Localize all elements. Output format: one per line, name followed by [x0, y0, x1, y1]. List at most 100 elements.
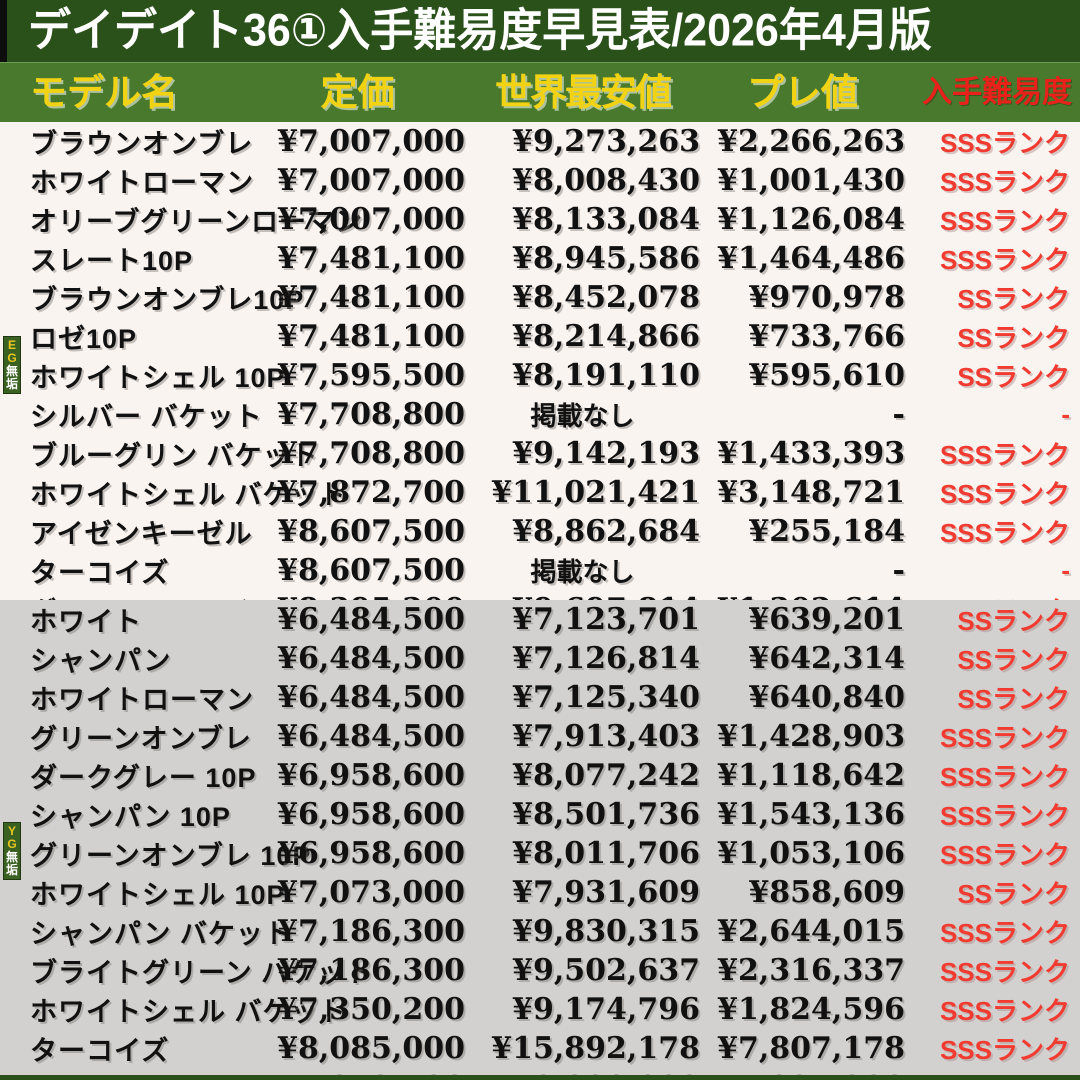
premium-cell: ¥3,148,721: [717, 475, 905, 510]
list-price-cell: ¥7,007,000: [277, 124, 465, 159]
table-row: ブルーグリン バケット ¥7,708,800 ¥9,142,193 ¥1,433…: [0, 434, 1080, 473]
difficulty-cell: SSランク: [957, 284, 1070, 314]
table-row: ターコイズ ¥8,085,000 ¥15,892,178 ¥7,807,178 …: [0, 1029, 1080, 1068]
difficulty-cell: SSSランク: [939, 479, 1070, 509]
difficulty-cell: SSSランク: [939, 206, 1070, 236]
difficulty-cell: SSランク: [957, 362, 1070, 392]
difficulty-cell: SSSランク: [939, 801, 1070, 831]
premium-cell: ¥642,314: [748, 641, 905, 676]
group-tag-letter: G: [7, 837, 17, 851]
premium-cell: ¥595,610: [748, 358, 905, 393]
group-tag-letter: 無: [5, 364, 18, 378]
premium-cell: ¥1,464,486: [717, 241, 905, 276]
page-title: デイデイト36①入手難易度早見表/2026年4月版: [28, 5, 932, 57]
difficulty-cell: -: [1061, 399, 1070, 429]
list-price-cell: ¥8,607,500: [277, 553, 465, 588]
list-price-cell: ¥7,481,100: [277, 280, 465, 315]
table-row: シャンパン 10P ¥6,958,600 ¥8,501,736 ¥1,543,1…: [0, 795, 1080, 834]
list-price-cell: ¥7,481,100: [277, 241, 465, 276]
table-row: ターコイズ ¥8,607,500 掲載なし - -: [0, 551, 1080, 590]
difficulty-cell: SSSランク: [939, 128, 1070, 158]
world-lowest-cell: ¥8,945,586: [512, 241, 700, 276]
difficulty-cell: SSランク: [957, 323, 1070, 353]
model-name-cell: ホワイトシェル 10P: [30, 880, 286, 910]
premium-cell: ¥858,609: [748, 875, 905, 910]
table-row: シルバー バケット ¥7,708,800 掲載なし - -: [0, 395, 1080, 434]
model-name-cell: ターコイズ: [30, 1036, 170, 1066]
table-row: ブラウンオンブレ ¥7,007,000 ¥9,273,263 ¥2,266,26…: [0, 122, 1080, 161]
model-name-cell: ターコイズ: [30, 558, 170, 588]
list-price-cell: ¥7,007,000: [277, 202, 465, 237]
premium-cell: ¥1,824,596: [717, 992, 905, 1027]
premium-cell: ¥2,316,337: [717, 953, 905, 988]
column-header-difficulty: 入手難易度: [922, 76, 1072, 109]
group-tag-letter: 垢: [5, 377, 18, 391]
title-left-notch: [0, 0, 7, 62]
world-lowest-cell: ¥9,502,637: [512, 953, 700, 988]
group-tag-letter: 垢: [5, 863, 18, 877]
premium-cell: ¥1,001,430: [717, 163, 905, 198]
difficulty-cell: SSSランク: [939, 245, 1070, 275]
list-price-cell: ¥6,958,600: [277, 758, 465, 793]
column-header-list-price: 定価: [320, 72, 395, 113]
premium-cell: ¥2,644,015: [717, 914, 905, 949]
table-row: ロゼ10P ¥7,481,100 ¥8,214,866 ¥733,766 SSラ…: [0, 317, 1080, 356]
premium-cell: ¥1,543,136: [717, 797, 905, 832]
world-lowest-cell: ¥7,126,814: [512, 641, 700, 676]
model-name-cell: ブラウンオンブレ: [30, 129, 254, 159]
premium-cell: ¥1,433,393: [717, 436, 905, 471]
list-price-cell: ¥6,484,500: [277, 641, 465, 676]
model-name-cell: オリーブグリーンローマン: [30, 207, 364, 237]
difficulty-cell: SSランク: [957, 606, 1070, 636]
group-tag-letter: G: [7, 351, 17, 365]
table-row: シャンパン バケット ¥7,186,300 ¥9,830,315 ¥2,644,…: [0, 912, 1080, 951]
difficulty-cell: -: [1061, 555, 1070, 585]
table-row: ホワイトシェル 10P ¥7,073,000 ¥7,931,609 ¥858,6…: [0, 873, 1080, 912]
table-row: シャンパン ¥6,484,500 ¥7,126,814 ¥642,314 SSラ…: [0, 639, 1080, 678]
table-row: ホワイトシェル バケット ¥7,872,700 ¥11,021,421 ¥3,1…: [0, 473, 1080, 512]
list-price-cell: ¥6,484,500: [277, 602, 465, 637]
premium-cell: ¥7,807,178: [717, 1031, 905, 1066]
list-price-cell: ¥7,073,000: [277, 875, 465, 910]
world-lowest-cell: ¥9,273,263: [512, 124, 700, 159]
table-row: ホワイトローマン ¥6,484,500 ¥7,125,340 ¥640,840 …: [0, 678, 1080, 717]
world-lowest-cell: ¥8,011,706: [512, 836, 700, 871]
column-header-premium: プレ値: [747, 72, 858, 113]
group-tag-letter: 無: [5, 850, 18, 864]
world-lowest-cell: ¥8,501,736: [512, 797, 700, 832]
model-name-cell: ホワイトシェル 10P: [30, 363, 286, 393]
model-name-cell: アイゼンキーゼル: [30, 519, 253, 549]
model-name-cell: グリーンオンブレ 10P: [30, 841, 312, 871]
list-price-cell: ¥6,958,600: [277, 836, 465, 871]
world-lowest-cell: ¥9,830,315: [512, 914, 700, 949]
list-price-cell: ¥7,595,500: [277, 358, 465, 393]
list-price-cell: ¥7,186,300: [277, 953, 465, 988]
column-header-world-lowest: 世界最安値: [495, 72, 672, 113]
table-row: ホワイトシェル バケット ¥7,350,200 ¥9,174,796 ¥1,82…: [0, 990, 1080, 1029]
premium-cell: ¥1,118,642: [717, 758, 905, 793]
table-row: ホワイト ¥6,484,500 ¥7,123,701 ¥639,201 SSラン…: [0, 600, 1080, 639]
model-name-cell: ホワイトローマン: [30, 168, 254, 198]
premium-cell: ¥2,266,263: [717, 124, 905, 159]
difficulty-cell: SSSランク: [939, 918, 1070, 948]
world-lowest-cell: ¥15,892,178: [491, 1031, 700, 1066]
world-lowest-cell: ¥8,133,084: [512, 202, 700, 237]
world-lowest-cell: ¥7,913,403: [512, 719, 700, 754]
world-lowest-cell: ¥9,174,796: [512, 992, 700, 1027]
list-price-cell: ¥7,708,800: [277, 397, 465, 432]
world-lowest-cell: ¥8,452,078: [512, 280, 700, 315]
difficulty-cell: SSSランク: [939, 762, 1070, 792]
model-name-cell: ホワイト: [30, 607, 142, 637]
premium-cell: ¥640,840: [748, 680, 905, 715]
list-price-cell: ¥8,607,500: [277, 514, 465, 549]
model-name-cell: シャンパン 10P: [30, 802, 231, 832]
premium-cell: -: [892, 553, 905, 588]
difficulty-cell: SSSランク: [939, 167, 1070, 197]
world-lowest-cell: ¥7,931,609: [512, 875, 700, 910]
model-name-cell: シャンパン バケット: [30, 919, 292, 949]
table-row: グリーンオンブレ 10P ¥6,958,600 ¥8,011,706 ¥1,05…: [0, 834, 1080, 873]
world-lowest-cell: ¥8,077,242: [512, 758, 700, 793]
